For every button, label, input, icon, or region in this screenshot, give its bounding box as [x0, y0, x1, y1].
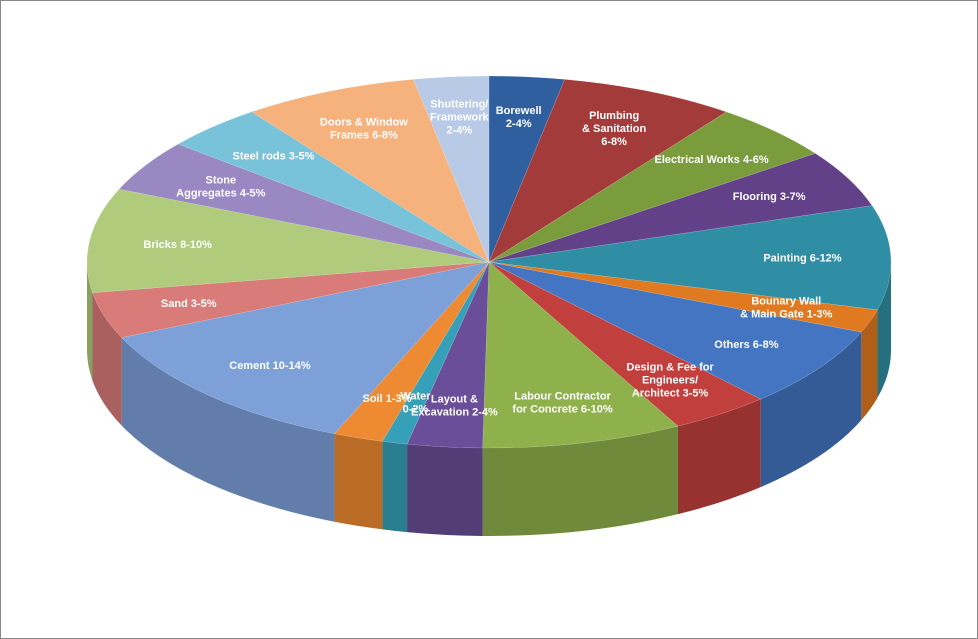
slice-side: [407, 444, 483, 536]
slice-label-line: 0-2%: [403, 403, 429, 415]
slice-label-line: Cement 10-14%: [229, 360, 311, 372]
slice-label: Cement 10-14%: [229, 360, 311, 372]
slice: [488, 79, 727, 263]
slice-label-line: Plumbing: [589, 110, 639, 122]
slice: [482, 261, 679, 449]
slice-label-line: Stone: [206, 174, 237, 186]
slice-side: [877, 262, 891, 398]
slice: [92, 261, 490, 338]
slice: [412, 75, 490, 263]
slice-label-line: & Main Gate 1-3%: [740, 309, 833, 321]
slice-label-line: 2-4%: [506, 118, 532, 130]
slice-label-line: Aggregates 4-5%: [176, 187, 265, 199]
slice-label: Labour Contractor for Concrete 6-10%: [512, 390, 612, 415]
slice-label-line: Electrical Works 4-6%: [655, 154, 769, 166]
slice-label: Soil 1-3%: [362, 393, 411, 405]
slice: [251, 79, 490, 263]
slice-side: [382, 441, 408, 533]
slice: [488, 153, 873, 263]
slice-label-line: Labour Contractor: [514, 390, 611, 402]
slice-label-line: Doors & Window: [320, 116, 408, 128]
slice-side: [760, 332, 862, 488]
slice-side: [677, 399, 761, 515]
slice-label-line: Soil 1-3%: [362, 393, 411, 405]
slice-label-line: Engineers/: [642, 374, 698, 386]
slice-label-line: Bounary Wall: [751, 296, 821, 308]
slice-label-line: Flooring 3-7%: [733, 191, 806, 203]
slice: [381, 261, 490, 445]
slice-label: Plumbing & Sanitation 6-8%: [582, 110, 646, 148]
slice: [406, 261, 490, 449]
slice-label: Bricks 8-10%: [143, 239, 212, 251]
slice-label: Design & Fee for Engineers/Architect 3-5%: [626, 361, 714, 399]
slice-label-line: Steel rods 3-5%: [233, 151, 315, 163]
slice-label-line: 2-4%: [446, 124, 472, 136]
slice-label-line: Excavation 2-4%: [411, 407, 498, 419]
slice-label-line: Shuttering/: [430, 98, 488, 110]
slice-label: Shuttering/Framework 2-4%: [430, 98, 490, 136]
slice-label: Stone Aggregates 4-5%: [176, 174, 265, 199]
slice-label: Water 0-2%: [400, 390, 431, 415]
slice-label-line: Layout &: [431, 394, 478, 406]
slice-label-line: Architect 3-5%: [632, 387, 709, 399]
slice: [488, 111, 816, 263]
slice-label-line: Painting 6-12%: [763, 252, 841, 264]
slice: [488, 75, 566, 263]
slice-label-line: & Sanitation: [582, 123, 646, 135]
slice-side: [87, 262, 93, 381]
slice-label-line: Bricks 8-10%: [143, 239, 212, 251]
slice-label: Layout & Excavation 2-4%: [411, 394, 498, 419]
slice: [177, 111, 490, 263]
slice-label: Flooring 3-7%: [733, 191, 806, 203]
slice-label: Borewell 2-4%: [496, 105, 542, 130]
slice-label-line: Sand 3-5%: [161, 298, 217, 310]
slice-label-line: Design & Fee for: [626, 361, 714, 373]
slice-label-line: Others 6-8%: [714, 339, 778, 351]
slice: [488, 261, 862, 400]
slice-side: [334, 433, 383, 530]
slice-label: Bounary Wall & Main Gate 1-3%: [740, 296, 833, 321]
slice-label: Sand 3-5%: [161, 298, 217, 310]
slice-label-line: Water: [400, 390, 431, 402]
slice-side: [482, 426, 678, 536]
slice-label: Others 6-8%: [714, 339, 778, 351]
slice: [121, 261, 490, 434]
slice-label-line: Framework: [430, 111, 490, 123]
slice-side: [92, 292, 122, 426]
slice: [488, 261, 878, 333]
slice-label-line: for Concrete 6-10%: [512, 403, 612, 415]
slice: [488, 261, 762, 427]
slice-label-line: Borewell: [496, 105, 542, 117]
slice: [86, 188, 490, 293]
slice: [118, 143, 490, 263]
slice-label: Doors & Window Frames 6-8%: [320, 116, 408, 141]
slice: [333, 261, 490, 442]
slice-label: Painting 6-12%: [763, 252, 841, 264]
slice-label-line: 6-8%: [601, 136, 627, 148]
slice-side: [861, 309, 878, 421]
slice-side: [121, 337, 335, 522]
slice: [488, 205, 892, 311]
slice-label-line: Frames 6-8%: [330, 129, 398, 141]
slice-label: Electrical Works 4-6%: [655, 154, 769, 166]
slice-label: Steel rods 3-5%: [233, 151, 315, 163]
